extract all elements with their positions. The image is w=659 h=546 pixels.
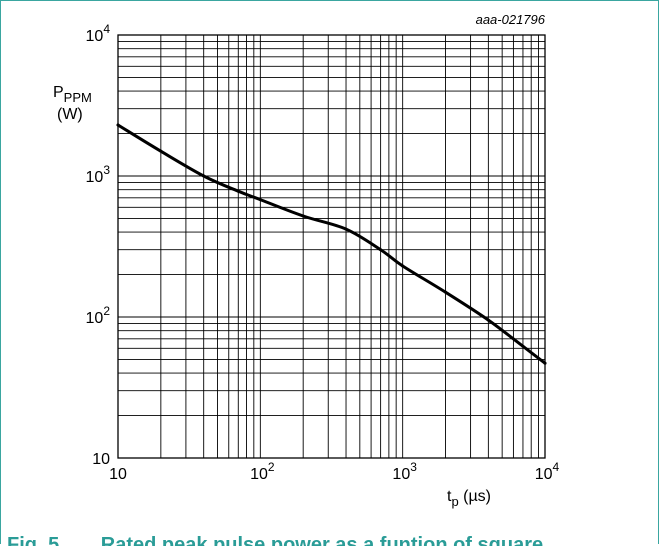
grid [118,35,545,458]
data-point [486,318,490,322]
y-tick-label: 10 [92,451,110,468]
data-point [344,227,348,231]
tick-labels: 10 102 103 104 10 102 103 104 [86,22,560,483]
series-points [116,123,547,365]
figure-code: aaa-021796 [476,12,546,27]
data-point [202,174,206,178]
data-point [236,189,240,193]
data-point [159,149,163,153]
data-point [301,214,305,218]
y-axis-label-main: P [53,84,64,101]
x-axis-label-unit: (µs) [459,488,491,505]
x-tick-label: 10 [109,466,127,483]
x-axis-label-sub: p [451,494,458,509]
data-point [379,248,383,252]
data-point [401,264,405,268]
data-point [543,361,547,365]
x-tick-label: 102 [250,460,275,483]
x-tick-label: 104 [535,460,560,483]
y-tick-label: 104 [86,22,111,45]
plot-area [117,34,546,459]
y-tick-label: 102 [86,304,111,327]
data-point [444,290,448,294]
y-axis-unit: (W) [57,106,83,123]
x-tick-label: 103 [392,460,417,483]
data-point [116,123,120,127]
y-axis-label-sub: PPM [64,90,92,105]
data-point [258,198,262,202]
series-line [116,123,547,365]
data-point [521,344,525,348]
caption-number: Fig. 5. [7,534,65,546]
x-axis-label-main: t [447,488,452,505]
y-tick-label: 103 [86,163,111,186]
caption-text: Rated peak pulse power as a funtion of s… [100,534,544,546]
x-axis-label: tp (µs) [447,488,491,509]
figure-caption: Fig. 5. Rated peak pulse power as a funti… [1,525,659,546]
y-axis-label: PPPM [53,84,92,105]
